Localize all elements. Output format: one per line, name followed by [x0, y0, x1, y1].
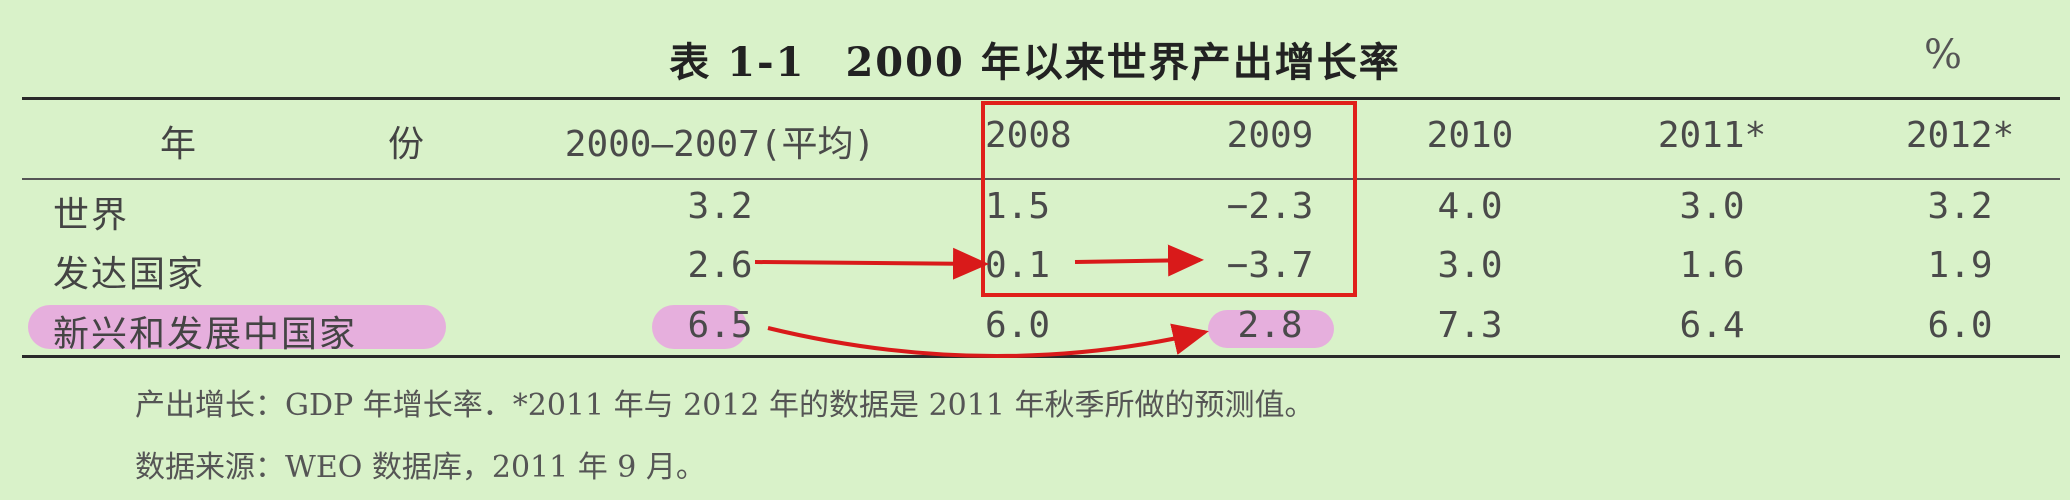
table-cell: 1.5: [985, 186, 1051, 227]
unit-label: %: [1923, 32, 1962, 78]
header-rule: [22, 178, 2060, 180]
arrow-developed-to-2008: [754, 247, 989, 280]
header-year: 年 份: [160, 124, 503, 165]
table-cell: −3.7: [1226, 245, 1314, 286]
table-cell: 2.6: [687, 245, 753, 286]
header-2011: 2011*: [1657, 115, 1767, 156]
highlight-emerging-2000-2007: [652, 305, 747, 349]
header-2008: 2008: [985, 115, 1072, 156]
header-2000-2007: 2000—2007(平均): [564, 124, 876, 165]
table-cell: 0.1: [985, 245, 1051, 286]
table-cell: 4.0: [1437, 186, 1503, 227]
table-cell: 3.0: [1437, 245, 1503, 286]
table-cell: 6.0: [985, 305, 1051, 346]
highlight-box-2008-2009: [981, 101, 1357, 297]
table-cell: 7.3: [1437, 305, 1503, 346]
footnote-source: 数据来源：WEO 数据库，2011 年 9 月。: [135, 450, 706, 485]
table-cell: −2.3: [1226, 186, 1314, 227]
header-2009: 2009: [1226, 115, 1314, 156]
top-rule: [22, 97, 2060, 100]
table-cell: 1.9: [1927, 245, 1993, 286]
table-caption: 2000 年以来世界产出增长率: [845, 39, 1401, 86]
highlight-emerging-2009: [1208, 310, 1334, 348]
table-cell: 6.4: [1679, 305, 1745, 346]
table-cell: 1.6: [1679, 245, 1745, 286]
table-cell: 3.2: [687, 186, 753, 227]
row-label-emerging: 新兴和发展中国家: [53, 314, 358, 355]
arrow-2008-to-2009: [1074, 244, 1204, 277]
row-label-developed: 发达国家: [53, 254, 206, 295]
highlight-emerging-label: [28, 305, 446, 349]
table-cell: 3.2: [1927, 186, 1993, 227]
table-title: 表 1-1 2000 年以来世界产出增长率: [0, 30, 2070, 88]
table-cell: 6.0: [1927, 305, 1993, 346]
table-cell: 6.5: [687, 305, 753, 346]
table-cell: 2.8: [1237, 305, 1303, 346]
header-2010: 2010: [1426, 115, 1514, 156]
arrow-emerging-to-2009: [767, 323, 1209, 358]
header-2012: 2012*: [1905, 115, 2015, 156]
table-number: 表 1-1: [669, 39, 806, 86]
footnote-definition: 产出增长：GDP 年增长率．*2011 年与 2012 年的数据是 2011 年…: [135, 388, 1315, 423]
table-cell: 3.0: [1679, 186, 1745, 227]
row-label-world: 世界: [53, 195, 130, 236]
